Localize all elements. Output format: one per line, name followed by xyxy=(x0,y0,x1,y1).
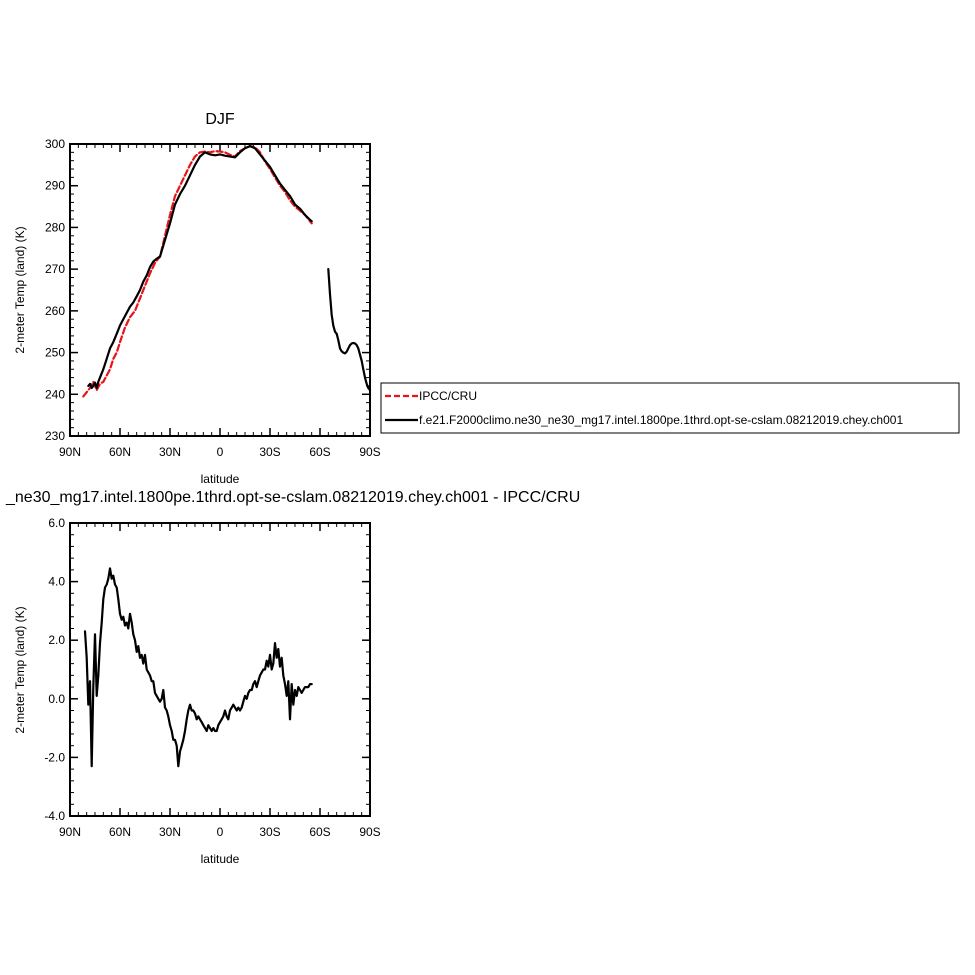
top-y-tick-label: 300 xyxy=(45,137,65,151)
bottom-x-tick-label: 90N xyxy=(59,825,81,839)
top-series-line-0 xyxy=(82,145,313,398)
top-y-tick-label: 250 xyxy=(45,346,65,360)
top-x-tick-label: 60N xyxy=(109,445,131,459)
top-x-tick-label: 0 xyxy=(217,445,224,459)
bottom-y-tick-label: -2.0 xyxy=(44,750,65,764)
bottom-x-tick-label: 90S xyxy=(359,825,380,839)
djf-temperature-chart: DJF 90N 60N 30N 0 30S 60S 90S 230 240 250 260 270 28… xyxy=(13,111,381,486)
bottom-x-axis-label: latitude xyxy=(201,852,240,866)
top-y-axis-label: 2-meter Temp (land) (K) xyxy=(13,226,27,353)
top-y-tick-label: 260 xyxy=(45,304,65,318)
bottom-x-tick-label: 60N xyxy=(109,825,131,839)
bottom-y-tick-label: 0.0 xyxy=(48,692,65,706)
top-y-tick-label: 240 xyxy=(45,387,65,401)
bottom-x-tick-label: 30N xyxy=(159,825,181,839)
top-series-line-2 xyxy=(327,268,372,392)
top-series-line-1 xyxy=(87,145,313,390)
top-y-tick-label: 230 xyxy=(45,429,65,443)
bottom-x-tick-label: 60S xyxy=(309,825,330,839)
bottom-y-tick-label: 4.0 xyxy=(48,575,65,589)
top-x-tick-label: 30S xyxy=(259,445,280,459)
top-plot-frame xyxy=(69,143,371,437)
difference-chart: _ne30_mg17.intel.1800pe.1thrd.opt-se-csl… xyxy=(5,489,580,866)
bottom-plot-frame xyxy=(69,522,371,817)
bottom-y-axis-label: 2-meter Temp (land) (K) xyxy=(13,606,27,733)
top-x-tick-label: 60S xyxy=(309,445,330,459)
bottom-chart-title: _ne30_mg17.intel.1800pe.1thrd.opt-se-csl… xyxy=(5,489,580,506)
bottom-x-tick-label: 0 xyxy=(217,825,224,839)
bottom-y-tick-label: -4.0 xyxy=(44,809,65,823)
top-y-tick-label: 280 xyxy=(45,220,65,234)
top-x-tick-label: 90N xyxy=(59,445,81,459)
bottom-plot-area: 90N 60N 30N 0 30S 60S 90S -4.0 -2.0 0.0 2.0 4.0 6.0 xyxy=(44,516,380,839)
top-x-tick-label: 30N xyxy=(159,445,181,459)
top-plot-area: 90N 60N 30N 0 30S 60S 90S 230 240 250 260 270 280 290… xyxy=(45,137,381,459)
top-x-tick-label: 90S xyxy=(359,445,380,459)
top-y-tick-label: 270 xyxy=(45,262,65,276)
chart-legend: IPCC/CRU f.e21.F2000climo.ne30_ne30_mg17… xyxy=(380,382,960,434)
bottom-series-line-0 xyxy=(83,567,313,768)
legend-label-model-run: f.e21.F2000climo.ne30_ne30_mg17.intel.18… xyxy=(419,413,903,427)
bottom-x-tick-label: 30S xyxy=(259,825,280,839)
top-y-tick-label: 290 xyxy=(45,179,65,193)
top-x-axis-label: latitude xyxy=(201,472,240,486)
top-chart-title: DJF xyxy=(205,111,235,128)
legend-label-ipcc-cru: IPCC/CRU xyxy=(419,389,477,403)
legend-frame xyxy=(380,382,960,434)
bottom-y-tick-label: 6.0 xyxy=(48,516,65,530)
bottom-y-tick-label: 2.0 xyxy=(48,633,65,647)
